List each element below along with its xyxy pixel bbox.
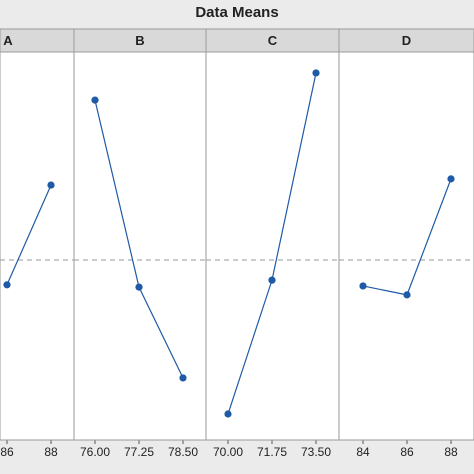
x-tick-label: 84 bbox=[356, 445, 370, 459]
panel-label: C bbox=[268, 33, 278, 48]
x-tick-label: 76.00 bbox=[80, 445, 110, 459]
plot-area bbox=[0, 52, 74, 440]
data-point bbox=[359, 282, 367, 290]
x-tick-label: 70.00 bbox=[213, 445, 243, 459]
data-point bbox=[91, 96, 99, 104]
data-point bbox=[268, 276, 276, 284]
x-tick-label: 77.25 bbox=[124, 445, 154, 459]
chart-title: Data Means bbox=[195, 4, 278, 21]
data-point bbox=[135, 283, 143, 291]
data-point bbox=[403, 291, 411, 299]
panel-border bbox=[338, 51, 474, 441]
data-point bbox=[3, 281, 11, 289]
x-tick-label: 78.50 bbox=[168, 445, 198, 459]
x-tick-label: 88 bbox=[444, 445, 458, 459]
panel-label: B bbox=[135, 33, 144, 48]
data-point bbox=[224, 410, 232, 418]
x-tick-label: 73.50 bbox=[301, 445, 331, 459]
data-point bbox=[312, 69, 320, 77]
data-point bbox=[47, 181, 55, 189]
data-point bbox=[179, 374, 187, 382]
x-tick-label: 86 bbox=[400, 445, 414, 459]
x-tick-label: 88 bbox=[44, 445, 58, 459]
data-point bbox=[447, 175, 455, 183]
plot-area bbox=[339, 52, 474, 440]
plot-area bbox=[74, 52, 206, 440]
x-tick-label: 86 bbox=[0, 445, 14, 459]
series-line bbox=[6, 184, 52, 286]
panel-label: A bbox=[3, 33, 13, 48]
panel-label: D bbox=[402, 33, 411, 48]
plot-area bbox=[206, 52, 339, 440]
x-tick-label: 71.75 bbox=[257, 445, 287, 459]
